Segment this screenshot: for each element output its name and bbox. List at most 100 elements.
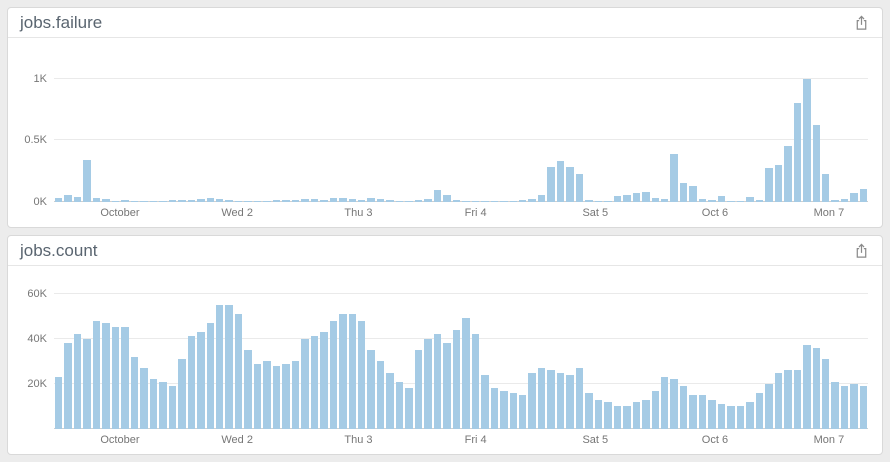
bar[interactable] [234, 200, 243, 202]
bar[interactable] [547, 167, 555, 202]
bar[interactable] [547, 370, 555, 429]
bar[interactable] [717, 195, 726, 202]
bar[interactable] [159, 381, 167, 429]
bar[interactable] [102, 199, 110, 202]
bar[interactable] [433, 334, 442, 429]
bar[interactable] [462, 200, 470, 202]
bar[interactable] [575, 368, 584, 429]
bar[interactable] [102, 322, 110, 429]
plot-area[interactable] [54, 276, 868, 429]
bar[interactable] [206, 322, 214, 429]
bar[interactable] [661, 377, 669, 429]
bar[interactable] [642, 399, 650, 429]
bar[interactable] [168, 386, 177, 429]
bar[interactable] [831, 381, 839, 429]
bar[interactable] [803, 78, 811, 202]
bar[interactable] [556, 160, 565, 202]
bar[interactable] [850, 192, 858, 202]
bar[interactable] [850, 383, 858, 429]
bar[interactable] [585, 199, 593, 202]
bar[interactable] [661, 199, 669, 202]
bar[interactable] [263, 361, 271, 429]
bar[interactable] [187, 336, 196, 429]
bar[interactable] [178, 199, 186, 202]
bar[interactable] [111, 327, 120, 429]
bar[interactable] [821, 359, 830, 429]
bar[interactable] [500, 390, 508, 429]
bar[interactable] [395, 381, 404, 429]
bar[interactable] [452, 200, 461, 202]
bar[interactable] [736, 200, 745, 202]
bar[interactable] [566, 374, 574, 429]
bar[interactable] [784, 370, 792, 429]
bar[interactable] [859, 189, 868, 202]
bar[interactable] [64, 194, 72, 202]
bar[interactable] [225, 304, 233, 429]
bar[interactable] [698, 199, 707, 202]
bar[interactable] [282, 363, 290, 429]
bar[interactable] [859, 386, 868, 429]
bar[interactable] [395, 200, 404, 202]
bar[interactable] [670, 379, 678, 429]
bar[interactable] [206, 198, 214, 202]
bar[interactable] [765, 168, 773, 202]
bar[interactable] [528, 199, 536, 202]
bar[interactable] [575, 174, 584, 202]
bar[interactable] [348, 199, 356, 202]
bar[interactable] [83, 159, 91, 202]
bar[interactable] [320, 199, 328, 202]
bar[interactable] [73, 334, 82, 429]
bar[interactable] [793, 370, 802, 429]
bar[interactable] [339, 313, 347, 429]
bar[interactable] [679, 386, 688, 429]
bar[interactable] [746, 196, 754, 202]
bar[interactable] [111, 200, 120, 202]
bar[interactable] [727, 200, 735, 202]
bar[interactable] [348, 313, 356, 429]
bar[interactable] [443, 343, 451, 429]
bar[interactable] [727, 406, 735, 429]
bar[interactable] [623, 406, 631, 429]
bar[interactable] [244, 200, 252, 202]
bar[interactable] [642, 191, 650, 202]
bar[interactable] [225, 199, 233, 202]
bar[interactable] [197, 331, 205, 429]
bar[interactable] [386, 200, 394, 202]
bar[interactable] [784, 146, 792, 202]
bar[interactable] [443, 195, 451, 202]
bar[interactable] [736, 406, 745, 429]
bar[interactable] [452, 329, 461, 429]
bar[interactable] [121, 327, 129, 429]
bar[interactable] [604, 200, 612, 202]
bar[interactable] [708, 200, 716, 202]
bar[interactable] [755, 200, 764, 202]
bar[interactable] [623, 194, 631, 202]
bar[interactable] [301, 199, 309, 202]
bar[interactable] [528, 372, 536, 429]
bar[interactable] [405, 388, 413, 429]
bar[interactable] [121, 200, 129, 202]
bar[interactable] [708, 399, 716, 429]
bar[interactable] [310, 198, 319, 202]
bar[interactable] [83, 338, 91, 429]
bar[interactable] [376, 361, 385, 429]
bar[interactable] [556, 372, 565, 429]
bar[interactable] [424, 338, 432, 429]
bar[interactable] [159, 200, 167, 202]
bar[interactable] [234, 313, 243, 429]
bar[interactable] [755, 392, 764, 429]
bar[interactable] [329, 320, 338, 429]
bar[interactable] [414, 200, 423, 202]
bar[interactable] [774, 372, 783, 429]
bar[interactable] [689, 186, 697, 202]
bar[interactable] [746, 401, 754, 429]
bar[interactable] [301, 338, 309, 429]
bar[interactable] [320, 331, 328, 429]
bar[interactable] [358, 320, 366, 429]
bar[interactable] [197, 199, 205, 202]
bar[interactable] [149, 379, 158, 429]
bar[interactable] [509, 200, 517, 202]
bar[interactable] [518, 200, 527, 202]
bar[interactable] [632, 401, 641, 429]
bar[interactable] [594, 399, 603, 429]
